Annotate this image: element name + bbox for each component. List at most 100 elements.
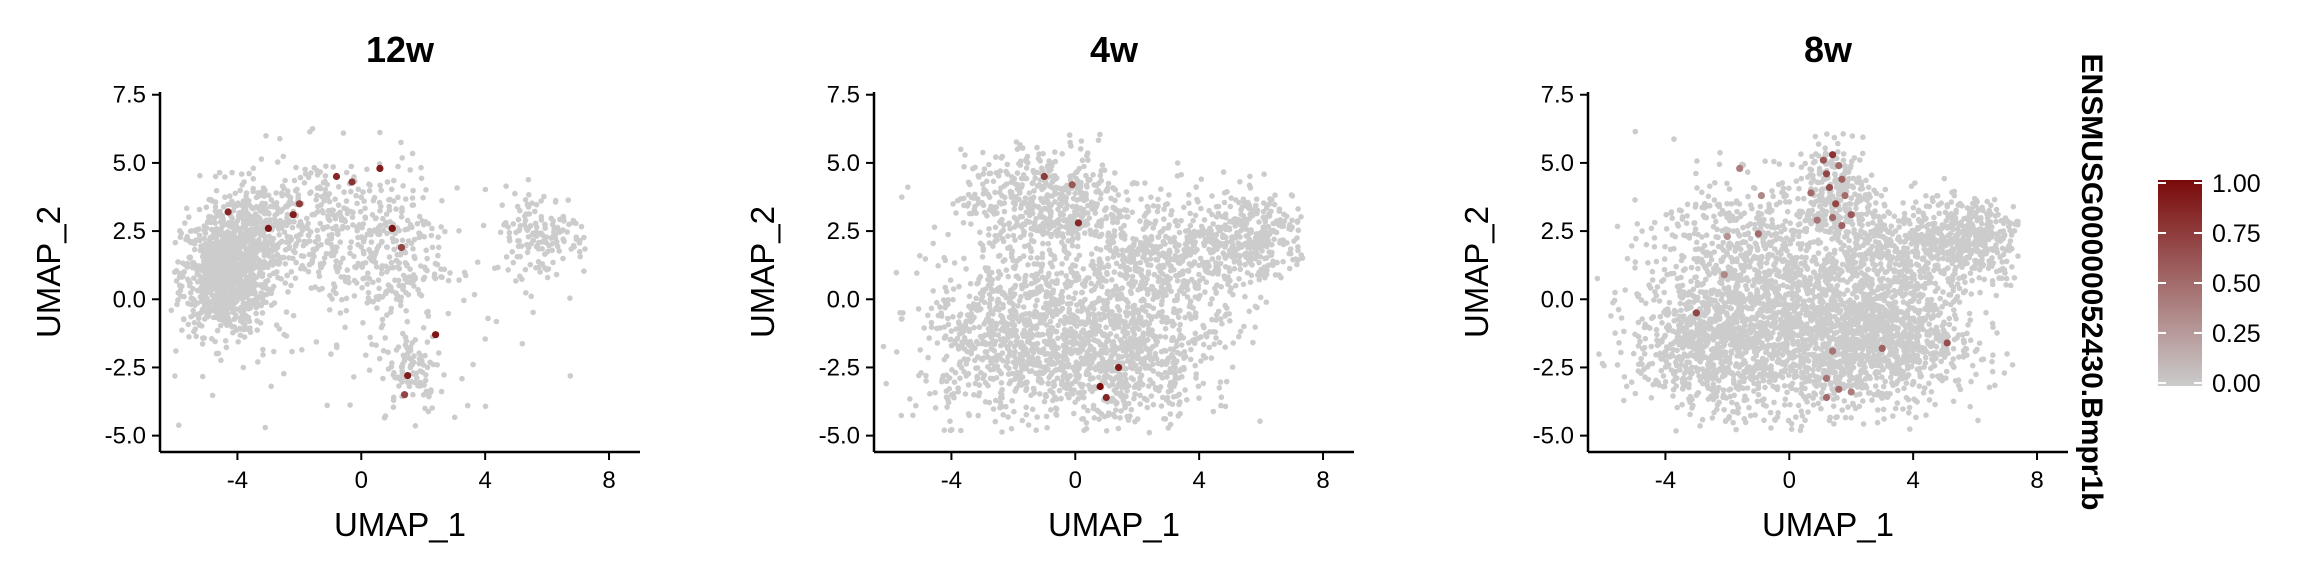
cell-point: [414, 220, 421, 227]
cell-point: [208, 219, 214, 226]
cell-point: [230, 207, 237, 214]
cell-point: [1081, 319, 1087, 326]
cell-point: [295, 192, 302, 198]
cell-point: [399, 237, 406, 244]
cell-point: [1023, 317, 1030, 323]
cell-point: [1079, 416, 1085, 422]
cell-point: [235, 339, 241, 345]
cell-point: [374, 305, 380, 311]
cell-point: [274, 244, 281, 251]
cell-point: [1212, 329, 1219, 335]
cell-point: [1119, 392, 1126, 398]
cell-point: [186, 214, 192, 220]
cell-point: [1011, 343, 1018, 350]
cell-point: [292, 275, 299, 282]
cell-point: [1019, 417, 1026, 424]
cell-point: [990, 178, 997, 185]
cell-point: [1105, 263, 1112, 270]
cell-point: [302, 166, 308, 173]
cell-point: [1166, 222, 1172, 228]
cell-point: [935, 263, 941, 269]
cell-point: [222, 174, 228, 180]
cell-point: [207, 307, 213, 314]
cell-point: [255, 214, 261, 220]
cell-point: [1097, 316, 1103, 322]
cell-point: [1026, 294, 1032, 301]
cell-point: [1177, 307, 1183, 314]
cell-point: [1263, 271, 1270, 278]
cell-point: [412, 255, 418, 262]
cell-point: [993, 375, 1000, 381]
cell-point: [1188, 346, 1194, 353]
cell-point: [416, 230, 422, 236]
cell-point: [196, 206, 203, 213]
cell-point: [211, 241, 218, 247]
cell-point: [897, 310, 903, 316]
cell-point: [369, 341, 375, 348]
cell-point: [1064, 376, 1071, 383]
cell-point: [200, 308, 207, 315]
cell-point: [230, 329, 236, 336]
cell-point: [172, 239, 179, 246]
cell-point: [986, 170, 992, 177]
cell-point: [353, 264, 359, 271]
cell-point: [996, 189, 1003, 196]
cell-point: [359, 264, 366, 271]
cell-point: [411, 353, 417, 359]
cell-point: [979, 254, 986, 260]
cell-point: [174, 301, 180, 308]
cell-point: [229, 215, 235, 222]
expressing-cell-point: [332, 172, 341, 181]
cell-point: [222, 194, 228, 200]
cell-point: [274, 252, 281, 258]
cell-point: [1053, 396, 1060, 402]
cell-point: [438, 266, 444, 273]
cell-point: [201, 235, 208, 242]
cell-point: [276, 326, 283, 332]
cell-point: [1054, 220, 1061, 227]
cell-point: [1098, 190, 1104, 197]
cell-point: [1004, 171, 1011, 177]
cell-point: [412, 423, 419, 429]
cell-point: [1157, 229, 1163, 236]
cell-point: [229, 258, 236, 264]
cell-point: [1176, 229, 1183, 236]
cell-point: [1262, 219, 1269, 225]
cell-point: [1095, 298, 1101, 304]
cell-point: [997, 252, 1003, 259]
cell-point: [1012, 364, 1019, 371]
cell-point: [1041, 316, 1047, 323]
cell-point: [898, 412, 905, 419]
cell-point: [384, 244, 391, 250]
cell-point: [532, 220, 539, 227]
cell-point: [1012, 283, 1018, 290]
cell-point: [1070, 262, 1076, 268]
cell-point: [385, 349, 391, 356]
cell-point: [1260, 200, 1267, 206]
cell-point: [355, 186, 362, 192]
cell-point: [429, 405, 436, 411]
cell-point: [1011, 322, 1018, 329]
cell-point: [1295, 227, 1302, 234]
cell-point: [1144, 397, 1150, 403]
cell-point: [1050, 327, 1057, 334]
cell-point: [378, 266, 385, 272]
cell-point: [963, 361, 970, 367]
cell-point: [1148, 316, 1155, 323]
cell-point: [961, 356, 967, 362]
cell-point: [1019, 331, 1026, 337]
cell-point: [992, 224, 999, 231]
cell-point: [299, 227, 306, 234]
cell-point: [418, 164, 424, 171]
cell-point: [1028, 225, 1035, 232]
cell-point: [358, 244, 365, 250]
cell-point: [284, 272, 290, 279]
cell-point: [1053, 190, 1059, 197]
cell-point: [1096, 327, 1102, 334]
cell-point: [445, 310, 452, 317]
cell-point: [456, 228, 462, 234]
cell-point: [470, 361, 476, 368]
cell-point: [1257, 294, 1264, 301]
cell-point: [1148, 357, 1154, 363]
cell-point: [212, 338, 218, 345]
